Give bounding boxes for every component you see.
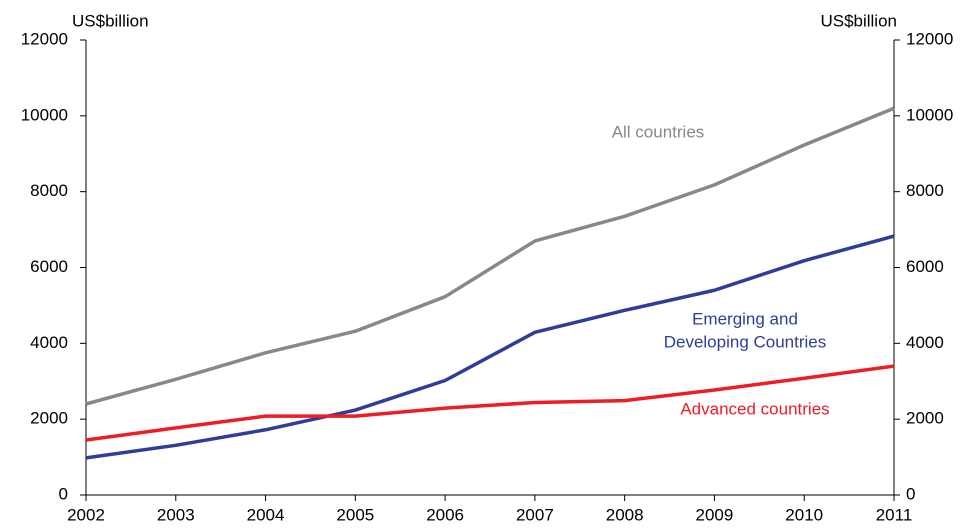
x-tick-label: 2008 (606, 505, 644, 524)
y2-tick-label: 10000 (906, 105, 953, 124)
y-tick-label: 12000 (21, 29, 68, 48)
y-tick-label: 0 (59, 484, 68, 503)
y2-tick-label: 4000 (906, 333, 944, 352)
x-tick-label: 2011 (876, 505, 913, 524)
series-label: Developing Countries (664, 332, 827, 351)
x-tick-label: 2002 (67, 505, 105, 524)
x-tick-label: 2003 (157, 505, 195, 524)
x-tick-label: 2009 (696, 505, 734, 524)
series-line (85, 234, 895, 460)
x-tick-label: 2010 (785, 505, 823, 524)
y2-tick-label: 8000 (906, 181, 944, 200)
y-tick-label: 6000 (30, 257, 68, 276)
y-tick-label: 8000 (30, 181, 68, 200)
y2-tick-label: 0 (906, 484, 915, 503)
x-tick-label: 2007 (516, 505, 554, 524)
y-tick-label: 10000 (21, 105, 68, 124)
x-tick-label: 2004 (247, 505, 285, 524)
x-tick-label: 2006 (426, 505, 464, 524)
y-tick-label: 4000 (30, 333, 68, 352)
series-label: Emerging and (692, 309, 798, 328)
series-label: All countries (612, 122, 705, 141)
y-axis-label: US$billion (72, 11, 149, 30)
y-tick-label: 2000 (30, 409, 68, 428)
series-label: Advanced countries (680, 399, 829, 418)
y2-tick-label: 12000 (906, 29, 953, 48)
series-line (85, 364, 895, 442)
y2-axis-label: US$billion (820, 11, 897, 30)
y2-tick-label: 2000 (906, 409, 944, 428)
x-tick-label: 2005 (336, 505, 374, 524)
series-line (85, 106, 895, 406)
y2-tick-label: 6000 (906, 257, 944, 276)
